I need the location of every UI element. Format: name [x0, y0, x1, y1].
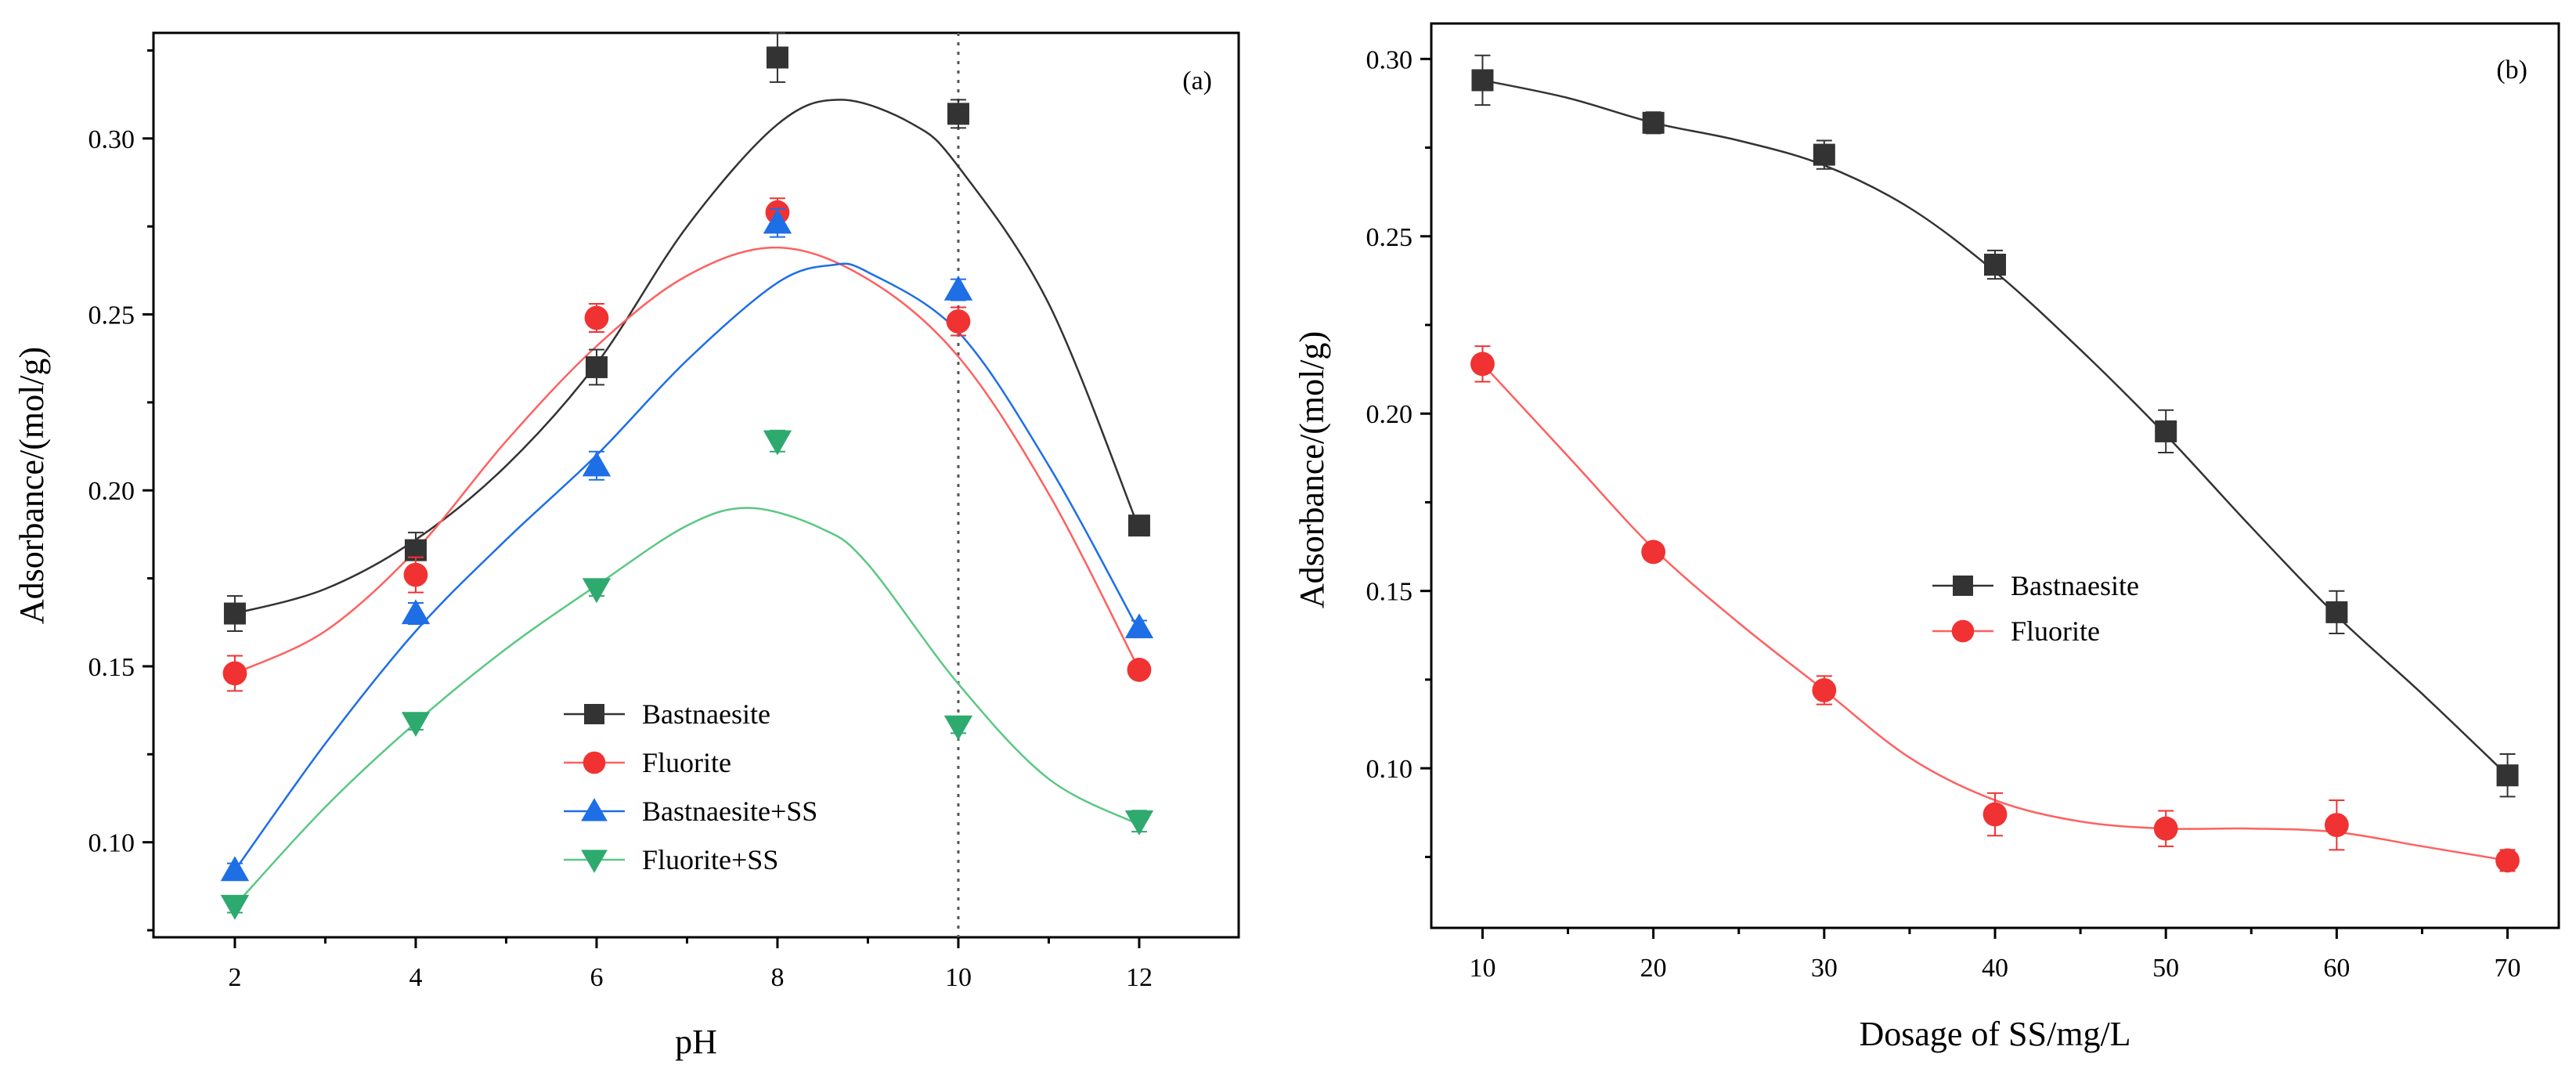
legend: Bastnaesite Fluorite [1932, 570, 2139, 647]
data-points [1470, 54, 2520, 873]
data-point [1813, 143, 1835, 166]
panel-b: 0.100.150.200.250.30 10 20 30 40 50 60 70 (b) … [1293, 22, 2560, 1053]
data-point [943, 275, 973, 301]
data-point [766, 46, 788, 69]
x-tick-label: 60 [2323, 954, 2350, 983]
fit-curves [1481, 79, 2509, 862]
y-axis-label: Adsorbance/(mol/g) [13, 347, 51, 624]
data-point [2153, 816, 2178, 841]
data-point [585, 355, 608, 378]
legend-label: Fluorite [642, 747, 731, 778]
fit-curve [233, 262, 1141, 872]
legend-marker [1953, 576, 1973, 596]
data-point [2155, 420, 2177, 442]
x-tick-label: 10 [1469, 954, 1495, 983]
data-point [947, 103, 969, 125]
x-tick-label: 12 [1126, 963, 1153, 992]
x-tick-label: 70 [2495, 954, 2521, 983]
data-point [223, 602, 246, 625]
data-point [763, 208, 792, 234]
x-tick-label: 8 [770, 963, 784, 992]
x-axis-label: Dosage of SS/mg/L [1859, 1015, 2130, 1053]
x-tick-label: 20 [1640, 954, 1667, 983]
y-tick-label: 0.20 [1366, 400, 1413, 429]
x-axis-label: pH [675, 1023, 717, 1061]
data-point [403, 562, 428, 587]
fit-curve [234, 246, 1141, 675]
panel-label: (a) [1182, 67, 1212, 96]
legend-label: Fluorite+SS [642, 844, 778, 875]
data-point [582, 451, 612, 477]
data-point [220, 856, 250, 882]
y-tick-label: 0.15 [88, 653, 135, 682]
fit-curve [1481, 363, 2508, 862]
data-point [582, 578, 612, 604]
data-point [2496, 764, 2519, 787]
x-tick-label: 2 [228, 963, 241, 992]
plot-frame-a [152, 31, 1240, 939]
legend-marker [581, 850, 608, 873]
data-point [1127, 514, 1150, 537]
y-axis-ticks: 0.10 0.15 0.20 0.25 0.30 [1366, 45, 1431, 858]
data-points [220, 32, 1154, 920]
data-point [1983, 802, 2008, 827]
legend-label: Bastnaesite [2011, 570, 2139, 601]
y-tick-label: 0.30 [88, 125, 135, 154]
data-point [1124, 810, 1154, 835]
legend-marker [1951, 619, 1975, 643]
y-tick-label: 0.20 [88, 477, 135, 506]
data-point [763, 430, 792, 456]
fit-curve [1482, 79, 2509, 777]
y-tick-label: 0.25 [1366, 223, 1413, 252]
x-tick-label: 4 [409, 963, 422, 992]
y-axis-label: Adsorbance/(mol/g) [1293, 331, 1331, 608]
y-tick-label: 0.10 [88, 829, 135, 858]
legend-label: Bastnaesite+SS [642, 796, 817, 827]
data-point [1642, 111, 1665, 134]
data-point [401, 599, 431, 625]
x-tick-label: 6 [590, 963, 603, 992]
data-point [222, 661, 247, 686]
y-tick-label: 0.15 [1366, 578, 1413, 607]
x-axis-ticks: 10 20 30 40 50 60 70 [1469, 928, 2521, 983]
x-tick-label: 10 [945, 963, 972, 992]
fit-curves [233, 99, 1141, 907]
x-tick-label: 40 [1982, 954, 2008, 983]
legend-label: Fluorite [2011, 615, 2100, 647]
y-axis-ticks: 0.10 0.15 0.20 0.25 0.30 [88, 49, 153, 932]
panel-a: 0.10 0.15 0.20 0.25 0.30 2 4 6 8 10 12 (a) pH Ads… [13, 31, 1240, 1061]
data-point [2495, 848, 2520, 873]
plot-frame-b [1430, 22, 2560, 929]
legend-marker [584, 704, 604, 724]
legend: Bastnaesite Fluorite Bastnaesite+SS Fluorit… [564, 698, 817, 875]
x-axis-ticks: 2 4 6 8 10 12 [228, 937, 1153, 992]
data-point [1471, 69, 1494, 92]
y-tick-label: 0.10 [1366, 755, 1413, 784]
data-point [1470, 352, 1495, 377]
fit-curve [234, 99, 1141, 615]
data-point [2324, 813, 2349, 838]
x-tick-label: 50 [2152, 954, 2179, 983]
data-point [1812, 678, 1837, 702]
x-tick-label: 30 [1811, 954, 1838, 983]
data-point [946, 309, 971, 334]
data-point [220, 894, 250, 920]
data-point [1984, 254, 2006, 276]
data-point [1127, 658, 1152, 682]
y-tick-label: 0.30 [1366, 45, 1413, 74]
data-point [401, 712, 431, 738]
data-point [584, 305, 609, 330]
legend-marker [581, 798, 608, 821]
legend-label: Bastnaesite [642, 698, 770, 730]
fit-curve [233, 507, 1140, 907]
legend-marker [583, 751, 606, 774]
data-point [943, 715, 973, 741]
data-point [1641, 540, 1666, 565]
y-tick-label: 0.25 [88, 301, 135, 330]
data-point [1124, 613, 1154, 639]
data-point [2325, 601, 2348, 623]
panel-label: (b) [2496, 56, 2527, 85]
